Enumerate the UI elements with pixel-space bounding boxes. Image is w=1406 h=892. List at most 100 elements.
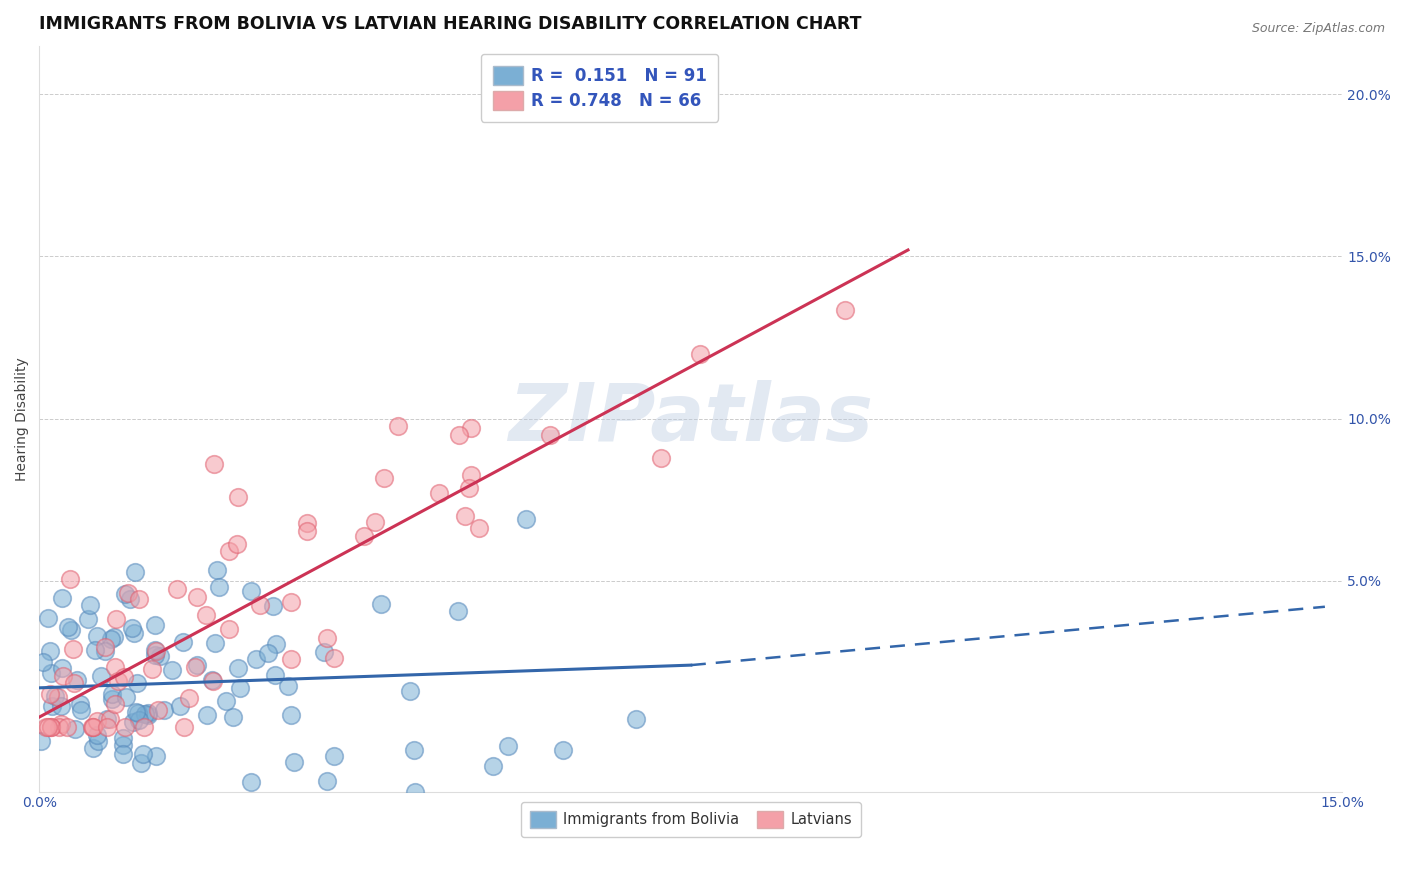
Point: [103, 630, 125, 644]
Point: [353, 529, 375, 543]
Point: [37, 611, 59, 625]
Point: [454, 508, 477, 523]
Point: [162, 663, 184, 677]
Point: [214, 693, 236, 707]
Point: [132, 720, 155, 734]
Point: [172, 635, 194, 649]
Point: [166, 582, 188, 596]
Point: [204, 635, 226, 649]
Point: [66, 673, 89, 688]
Point: [87, 734, 110, 748]
Point: [118, 592, 141, 607]
Point: [218, 622, 240, 636]
Point: [124, 565, 146, 579]
Point: [240, 584, 263, 599]
Point: [496, 739, 519, 754]
Point: [104, 612, 127, 626]
Point: [218, 543, 240, 558]
Point: [101, 692, 124, 706]
Point: [177, 690, 200, 705]
Point: [143, 643, 166, 657]
Point: [46, 690, 69, 704]
Point: [112, 669, 135, 683]
Point: [39, 644, 62, 658]
Point: [280, 652, 302, 666]
Point: [322, 651, 344, 665]
Point: [145, 644, 167, 658]
Point: [49, 717, 72, 731]
Point: [51, 661, 73, 675]
Point: [538, 427, 561, 442]
Point: [96, 720, 118, 734]
Point: [39, 720, 62, 734]
Point: [82, 720, 104, 734]
Point: [447, 604, 470, 618]
Point: [58, 572, 80, 586]
Point: [136, 708, 159, 723]
Point: [404, 743, 426, 757]
Point: [104, 660, 127, 674]
Point: [143, 648, 166, 662]
Point: [834, 303, 856, 318]
Point: [100, 712, 122, 726]
Point: [205, 563, 228, 577]
Point: [194, 607, 217, 622]
Point: [48, 720, 70, 734]
Point: [41, 699, 63, 714]
Point: [39, 665, 62, 680]
Point: [127, 706, 149, 721]
Point: [460, 421, 482, 435]
Point: [82, 720, 104, 734]
Point: [467, 521, 489, 535]
Point: [404, 784, 426, 798]
Point: [63, 675, 86, 690]
Point: [125, 676, 148, 690]
Point: [86, 714, 108, 728]
Point: [38, 686, 60, 700]
Point: [257, 646, 280, 660]
Point: [39, 720, 62, 734]
Point: [208, 580, 231, 594]
Point: [370, 597, 392, 611]
Point: [69, 698, 91, 712]
Point: [173, 720, 195, 734]
Point: [249, 598, 271, 612]
Point: [186, 657, 208, 672]
Point: [201, 673, 224, 687]
Point: [449, 428, 471, 442]
Point: [86, 728, 108, 742]
Legend: Immigrants from Bolivia, Latvians: Immigrants from Bolivia, Latvians: [522, 802, 860, 837]
Point: [457, 481, 479, 495]
Point: [79, 598, 101, 612]
Point: [100, 632, 122, 647]
Point: [624, 712, 647, 726]
Y-axis label: Hearing Disability: Hearing Disability: [15, 357, 30, 481]
Point: [32, 656, 55, 670]
Point: [62, 641, 84, 656]
Point: [65, 723, 87, 737]
Point: [297, 516, 319, 530]
Point: [125, 705, 148, 719]
Point: [70, 702, 93, 716]
Point: [82, 741, 104, 756]
Point: [132, 747, 155, 761]
Point: [129, 756, 152, 770]
Point: [152, 703, 174, 717]
Point: [264, 637, 287, 651]
Point: [35, 720, 58, 734]
Point: [149, 649, 172, 664]
Point: [90, 669, 112, 683]
Point: [51, 591, 73, 606]
Point: [112, 747, 135, 761]
Point: [364, 516, 387, 530]
Point: [59, 623, 82, 637]
Point: [141, 661, 163, 675]
Point: [51, 699, 73, 714]
Text: ZIPatlas: ZIPatlas: [509, 380, 873, 458]
Point: [427, 486, 450, 500]
Point: [280, 708, 302, 723]
Point: [169, 698, 191, 713]
Point: [315, 631, 337, 645]
Point: [221, 710, 243, 724]
Point: [114, 720, 136, 734]
